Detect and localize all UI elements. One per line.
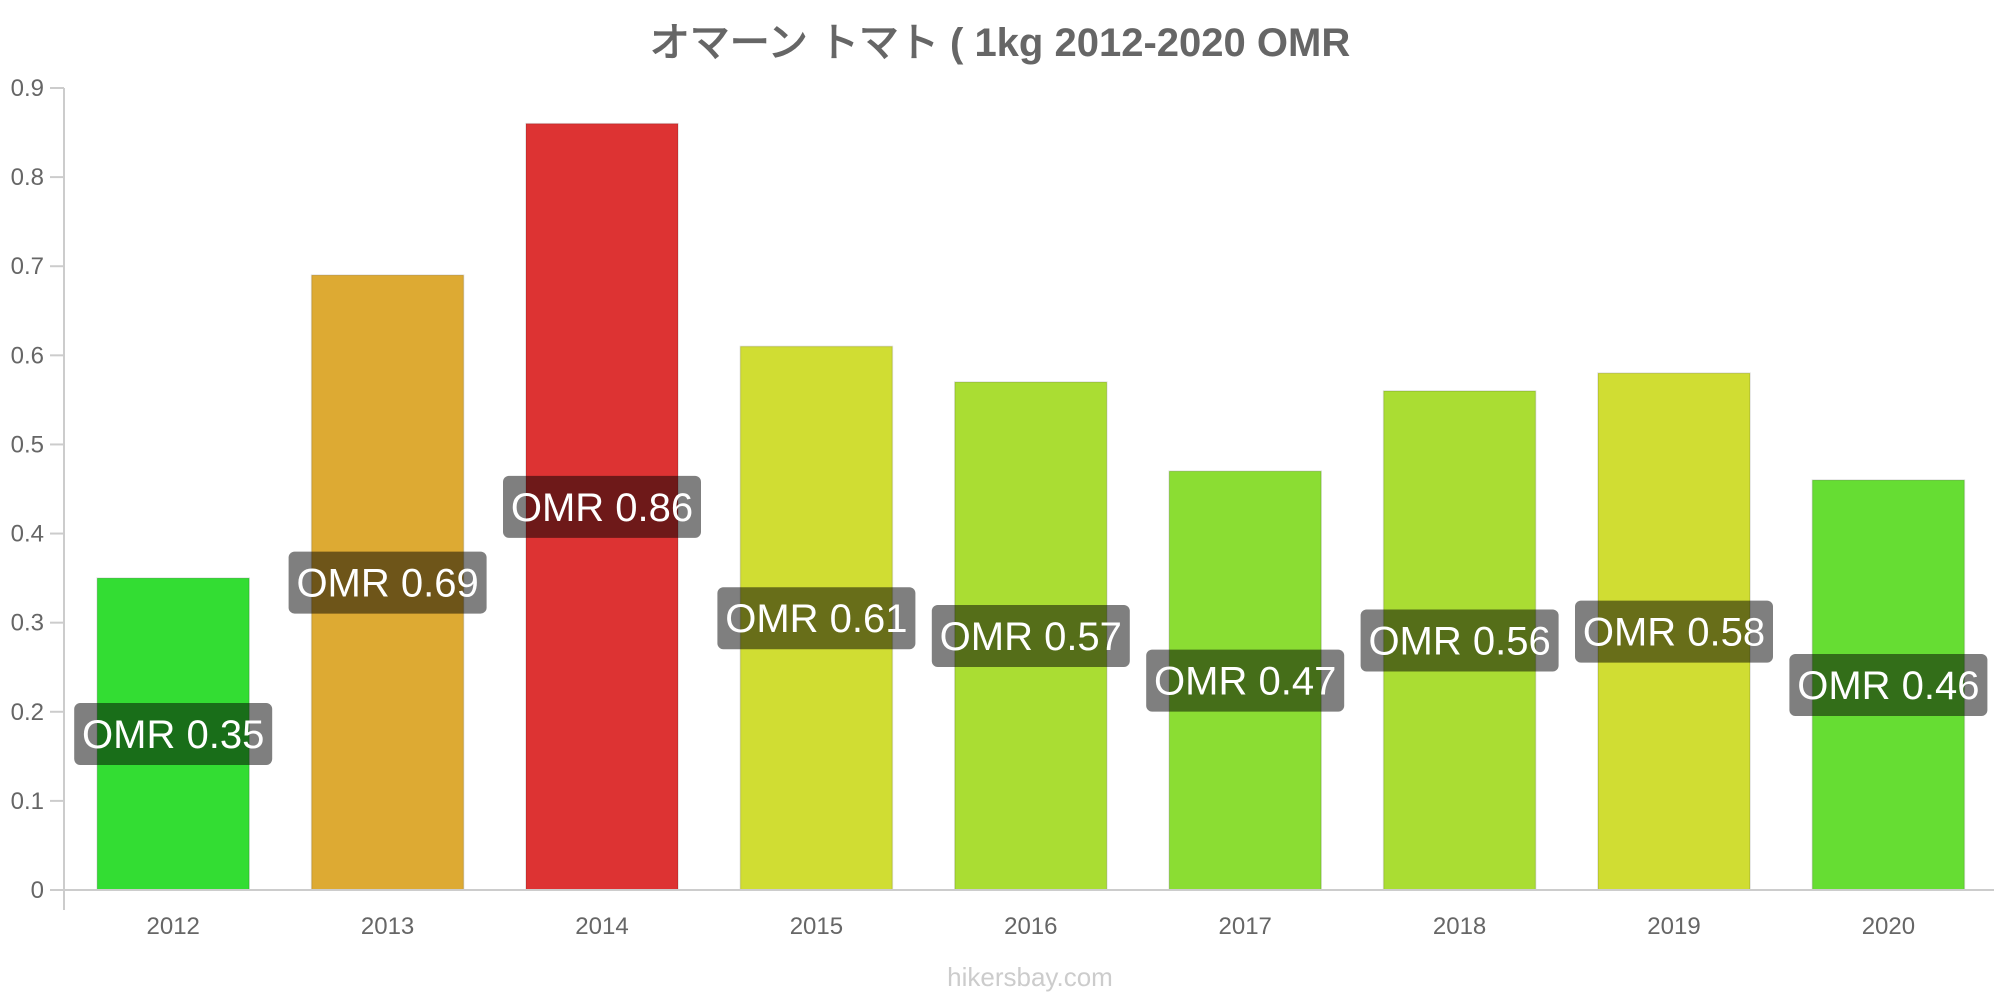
data-label-box bbox=[1360, 609, 1559, 672]
data-label-box bbox=[503, 475, 701, 538]
data-label: OMR 0.35 bbox=[82, 713, 264, 757]
x-tick-label: 2016 bbox=[1004, 913, 1057, 940]
x-tick-label: 2020 bbox=[1862, 913, 1915, 940]
data-label: OMR 0.47 bbox=[1154, 660, 1336, 704]
y-tick-label: 0.4 bbox=[11, 521, 44, 548]
x-tick-label: 2019 bbox=[1647, 913, 1700, 940]
y-tick-label: 0.2 bbox=[11, 699, 44, 726]
x-axis: 2012 2013 2014 2015 2016 2017 2018 2019 2020 bbox=[147, 913, 1916, 940]
data-label-box bbox=[1575, 600, 1773, 663]
data-label: OMR 0.46 bbox=[1797, 664, 1979, 708]
data-label-box bbox=[74, 703, 273, 766]
data-label-box bbox=[1146, 649, 1345, 712]
x-tick-label: 2015 bbox=[790, 913, 843, 940]
y-tick-label: 0.1 bbox=[11, 788, 44, 815]
y-tick-label: 0.8 bbox=[11, 164, 44, 191]
y-axis: 0 0.1 0.2 0.3 0.4 0.5 0.6 0.7 0.8 0.9 bbox=[11, 75, 64, 904]
data-label: OMR 0.86 bbox=[511, 486, 693, 530]
bars bbox=[96, 122, 1966, 891]
data-label-box bbox=[931, 605, 1130, 668]
chart-title: オマーン トマト ( 1kg 2012-2020 OMR bbox=[650, 21, 1351, 65]
x-tick-label: 2013 bbox=[361, 913, 414, 940]
x-tick-label: 2017 bbox=[1219, 913, 1272, 940]
x-tick-label: 2018 bbox=[1433, 913, 1486, 940]
y-tick-label: 0 bbox=[31, 877, 44, 904]
y-tick-label: 0.5 bbox=[11, 431, 44, 458]
data-label: OMR 0.61 bbox=[725, 597, 907, 641]
data-label-box bbox=[1789, 654, 1988, 717]
watermark: hikersbay.com bbox=[947, 962, 1113, 992]
x-tick-label: 2012 bbox=[147, 913, 200, 940]
x-tick-label: 2014 bbox=[575, 913, 628, 940]
data-label: OMR 0.56 bbox=[1368, 619, 1550, 663]
y-tick-label: 0.9 bbox=[11, 75, 44, 102]
data-label-box bbox=[717, 587, 916, 650]
y-tick-label: 0.6 bbox=[11, 342, 44, 369]
data-label: OMR 0.58 bbox=[1583, 611, 1765, 655]
y-tick-label: 0.7 bbox=[11, 253, 44, 280]
y-tick-label: 0.3 bbox=[11, 610, 44, 637]
data-labels: OMR 0.35 OMR 0.69 OMR 0.86 OMR 0.61 OMR 0.57… bbox=[74, 475, 1988, 766]
data-label: OMR 0.69 bbox=[296, 562, 478, 606]
data-label-box bbox=[288, 551, 487, 614]
data-label: OMR 0.57 bbox=[940, 615, 1122, 659]
